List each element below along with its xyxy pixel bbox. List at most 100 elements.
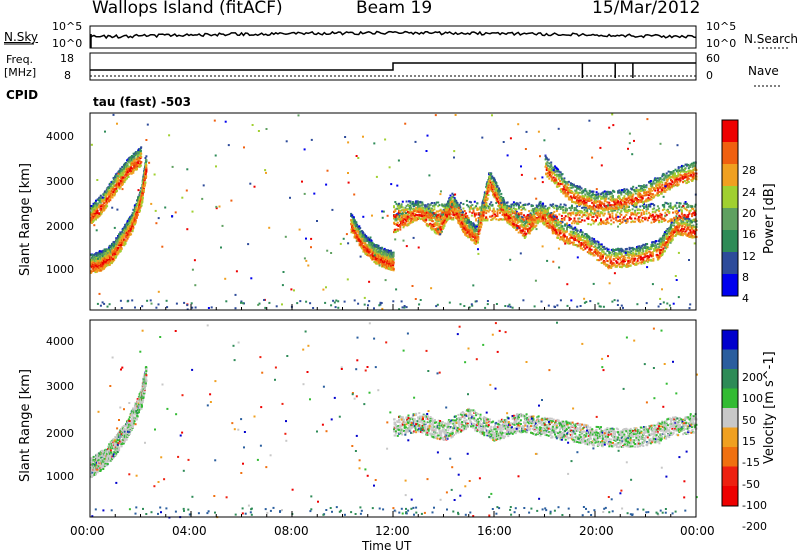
power-echo-cell	[114, 184, 117, 187]
power-echo-cell	[390, 264, 393, 267]
power-echo-cell	[122, 173, 125, 176]
power-echo-cell	[470, 221, 472, 223]
power-echo-cell	[96, 208, 98, 211]
power-echo-cell	[358, 225, 361, 228]
power-echo-cell	[123, 235, 126, 238]
power-echo-cell	[142, 191, 145, 194]
power-echo-cell	[526, 225, 529, 228]
power-echo-cell	[136, 215, 138, 218]
power-echo-cell	[138, 160, 141, 163]
power-echo-cell	[141, 200, 144, 203]
power-echo-cell	[410, 221, 413, 224]
power-echo-cell	[489, 179, 492, 182]
power-echo-cell	[467, 235, 470, 238]
power-echo-cell	[94, 205, 97, 208]
power-echo-cell	[98, 264, 101, 267]
power-echo-cell	[119, 238, 122, 240]
power-echo-cell	[405, 220, 408, 223]
power-echo-cell	[106, 205, 109, 208]
power-echo-cell	[124, 241, 127, 244]
power-echo-cell	[470, 235, 473, 238]
power-echo-cell	[474, 227, 477, 229]
power-echo-cell	[119, 179, 122, 182]
power-echo-cell	[402, 226, 405, 229]
power-echo-cell	[373, 256, 376, 258]
power-echo-cell	[489, 185, 492, 188]
power-echo-cell	[380, 253, 383, 256]
power-echo-cell	[356, 223, 359, 226]
power-echo-cell	[109, 199, 112, 202]
power-echo-cell	[143, 188, 145, 191]
power-echo-cell	[117, 235, 120, 238]
power-echo-cell	[104, 259, 107, 262]
power-echo-cell	[366, 245, 369, 248]
power-echo-cell	[507, 213, 510, 216]
power-echo-cell	[501, 207, 504, 210]
power-echo-cell	[392, 269, 395, 272]
power-echo-cell	[396, 223, 399, 226]
power-echo-cell	[415, 200, 418, 203]
power-echo-cell	[113, 245, 115, 248]
power-echo-cell	[130, 167, 133, 170]
power-echo-cell	[121, 184, 124, 186]
power-echo-cell	[108, 264, 111, 266]
power-echo-cell	[393, 221, 395, 224]
power-echo-cell	[405, 214, 407, 217]
power-echo-cell	[598, 259, 601, 262]
power-echo-cell	[121, 237, 124, 240]
power-echo-cell	[416, 214, 419, 217]
power-echo-cell	[127, 235, 130, 238]
power-echo-cell	[438, 225, 441, 228]
power-echo-cell	[351, 214, 354, 217]
power-echo-cell	[134, 219, 137, 222]
power-echo-cell	[106, 198, 109, 201]
power-echo-cell	[97, 199, 100, 202]
power-echo-cell	[427, 225, 430, 228]
power-echo-cell	[451, 192, 454, 195]
power-echo-cell	[357, 231, 360, 233]
power-echo-cell	[494, 192, 497, 195]
power-echo-cell	[499, 203, 502, 206]
power-echo-cell	[118, 178, 121, 181]
power-echo-cell	[141, 196, 144, 199]
power-echo-cell	[105, 263, 108, 266]
power-echo-cell	[390, 251, 393, 254]
power-echo-cell	[91, 209, 94, 212]
power-echo-cell	[477, 227, 480, 230]
power-echo-cell	[473, 238, 476, 241]
power-echo-cell	[112, 249, 115, 252]
power-echo-cell	[119, 167, 122, 170]
power-echo-cell	[102, 206, 105, 208]
power-echo-cell	[485, 203, 488, 206]
power-echo-cell	[354, 229, 357, 232]
power-echo-cell	[377, 247, 380, 250]
power-echo-cell	[447, 213, 449, 216]
power-echo-cell	[356, 239, 359, 242]
power-echo-cell	[126, 174, 129, 177]
power-echo-cell	[111, 196, 114, 199]
power-echo-cell	[415, 206, 418, 209]
power-echo-cell	[368, 242, 371, 245]
power-echo-cell	[90, 205, 93, 207]
power-echo-cell	[125, 236, 128, 239]
power-echo-cell	[442, 216, 445, 219]
power-echo-cell	[97, 203, 100, 206]
power-echo-cell	[472, 232, 475, 235]
power-echo-cell	[598, 246, 601, 248]
power-echo-cell	[139, 209, 141, 212]
power-echo-cell	[129, 222, 132, 225]
power-echo-cell	[126, 237, 129, 240]
power-echo-cell	[445, 221, 448, 224]
power-echo-cell	[379, 258, 382, 261]
power-echo-cell	[487, 194, 490, 196]
power-echo-cell	[390, 268, 393, 271]
power-echo-cell	[410, 220, 412, 223]
power-echo-cell	[588, 245, 591, 248]
power-echo-cell	[110, 189, 113, 192]
power-echo-cell	[480, 222, 483, 225]
power-echo-cell	[144, 181, 147, 184]
power-echo-cell	[607, 248, 610, 251]
power-echo-cell	[583, 241, 585, 244]
power-echo-cell	[108, 194, 110, 197]
power-echo-cell	[639, 254, 642, 257]
